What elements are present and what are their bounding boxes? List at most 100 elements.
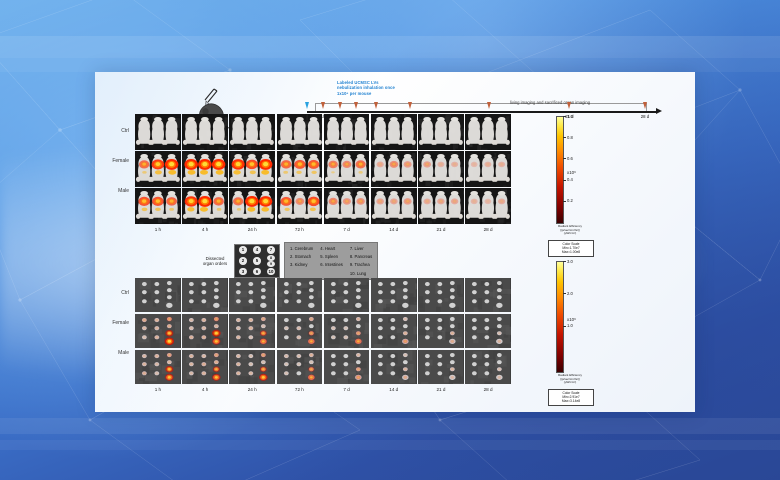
organ-bioluminescence-image: [370, 313, 417, 349]
organ-bioluminescence-image: [229, 278, 276, 313]
organ-colorbar: 3.0 2.0 1.0 x10⁶ Radiant Efficiency ((p/se…: [547, 257, 607, 406]
background-band-top: [0, 36, 780, 58]
organ-imaging-cell: [135, 313, 181, 349]
timeline-tick-28d: [642, 102, 647, 109]
organ-legend-item: 2. Stomach: [290, 254, 312, 260]
organ-bioluminescence-image: [229, 349, 276, 384]
organ-bioluminescence-image: [323, 278, 370, 313]
organ-colorbar-dash: [563, 325, 566, 327]
organ-imaging-cell: [276, 349, 323, 384]
organ-legend-item: 10. Lung: [349, 270, 367, 276]
background-band-top-2: [0, 58, 780, 72]
living-imaging-cell: [370, 114, 417, 150]
timeline-tick-7d: [407, 102, 412, 109]
living-colorbar-gradient: [556, 116, 564, 224]
organ-colorbar-scalebox: Color Scale Min=2.91e7 Max=3.14e8: [548, 389, 594, 406]
living-column-label: 4 h: [201, 227, 209, 232]
dissected-organ-legend: Dissected organ orders 1 4 7 2 5 8 9 3 6 10 1. Ce…: [200, 242, 379, 280]
mouse-bioluminescence-image: [370, 151, 417, 187]
mouse-bioluminescence-image: [229, 188, 276, 224]
organ-bioluminescence-image: [276, 349, 323, 384]
living-colorbar-dash: [563, 116, 566, 117]
organ-order-number: 7: [267, 246, 275, 254]
mouse-bioluminescence-image: [323, 114, 370, 150]
mouse-bioluminescence-image: [370, 188, 417, 224]
organ-bioluminescence-image: [323, 349, 370, 384]
organ-column-label: 21 d: [436, 387, 446, 392]
organ-legend-column: 1. Cerebrum 2. Stomach 3. Kidney: [290, 246, 313, 276]
living-imaging-cell: [182, 114, 228, 150]
organ-name-list: 1. Cerebrum 2. Stomach 3. Kidney 4. Heart 5.…: [284, 242, 379, 280]
organ-column-label: 1 h: [154, 387, 162, 392]
living-column-label: 14 d: [389, 227, 399, 232]
living-colorbar-unit: Radiant Efficiency ((p/sec/cm²/sr)) (µW/…: [558, 224, 582, 236]
living-column-label: 72 h: [294, 227, 304, 232]
living-imaging-cell: [418, 188, 464, 224]
mouse-bioluminescence-image: [135, 114, 181, 150]
living-colorbar-dash: [563, 179, 566, 181]
organ-bioluminescence-image: [135, 349, 181, 384]
living-imaging-column-labels: 1 h 4 h 24 h 72 h 7 d 14 d 21 d 28 d: [135, 227, 511, 232]
living-imaging-cell: [229, 114, 276, 150]
timeline-bracket: [315, 103, 647, 112]
organ-legend-item: 1. Cerebrum: [290, 246, 314, 251]
living-imaging-cell: [370, 151, 417, 187]
organ-order-number: 5: [253, 257, 261, 265]
living-imaging-cell: [465, 114, 511, 150]
organ-imaging-cell: [370, 278, 417, 313]
living-colorbar-tick-label: 1.0: [567, 113, 573, 119]
organ-imaging-cell: [370, 349, 417, 384]
organ-bioluminescence-image: [465, 313, 511, 349]
living-imaging-cell: [135, 188, 181, 224]
organ-colorbar-gradient: [556, 261, 564, 373]
organ-bioluminescence-image: [418, 313, 464, 349]
organ-imaging-cell: [323, 278, 370, 313]
timeline-tick-72h: [374, 102, 379, 109]
organ-legend-title: Dissected organ orders: [202, 255, 228, 266]
mouse-bioluminescence-image: [229, 114, 276, 150]
organ-bioluminescence-image: [182, 278, 228, 313]
living-imaging-cell: [229, 151, 276, 187]
organ-order-number: 9: [267, 261, 275, 268]
organ-colorbar-unit: Radiant Efficiency ((p/sec/cm²/sr)) (µW/…: [558, 373, 582, 385]
organ-imaging-cell: [465, 313, 511, 349]
timeline-sublabel: living imaging and sacrificed organ imag…: [509, 100, 591, 105]
organ-bioluminescence-image: [182, 313, 228, 349]
organ-imaging-cell: [418, 349, 464, 384]
living-colorbar-dash: [563, 137, 566, 138]
organ-colorbar-exponent: x10⁶: [567, 317, 576, 322]
living-imaging-cell: [465, 188, 511, 224]
organ-column-label: 24 h: [247, 387, 257, 392]
organ-imaging-cell: [323, 349, 370, 384]
timeline-axis: [307, 108, 662, 114]
organ-bioluminescence-image: [418, 349, 464, 384]
living-column-label: 1 h: [154, 227, 162, 232]
organ-legend-item: 9. Trachea: [349, 262, 370, 268]
mouse-bioluminescence-image: [182, 151, 228, 187]
mouse-bioluminescence-image: [323, 188, 370, 224]
organ-imaging-cell: [182, 313, 228, 349]
organ-imaging-cell: [182, 278, 228, 313]
organ-row-label-ctrl: Ctrl: [121, 290, 129, 296]
organ-order-number: 8: [267, 254, 275, 261]
organ-imaging-cell: [135, 349, 181, 384]
organ-imaging-cell: [370, 313, 417, 349]
timeline-tick-21d: [566, 102, 571, 109]
organ-bioluminescence-image: [229, 313, 276, 349]
organ-legend-item: 3. Kidney: [290, 262, 308, 268]
organ-bioluminescence-image: [465, 278, 511, 313]
mouse-bioluminescence-image: [323, 151, 370, 187]
background-band-bottom-2: [0, 440, 780, 450]
organ-colorbar-dash: [563, 261, 566, 262]
living-colorbar-tick-label: 0.4: [567, 177, 573, 183]
organ-order-number: 3: [239, 267, 247, 276]
organ-imaging-cell: [418, 278, 464, 313]
organ-order-number: 4: [253, 246, 261, 254]
organ-bioluminescence-image: [276, 278, 323, 313]
living-colorbar: 1.0 0.8 0.6 0.4 0.2 x10⁶ Radiant Efficiency …: [547, 112, 607, 257]
organ-imaging-cell: [229, 349, 276, 384]
mouse-bioluminescence-image: [182, 114, 228, 150]
organ-imaging-cell: [182, 349, 228, 384]
living-imaging-cell: [418, 151, 464, 187]
